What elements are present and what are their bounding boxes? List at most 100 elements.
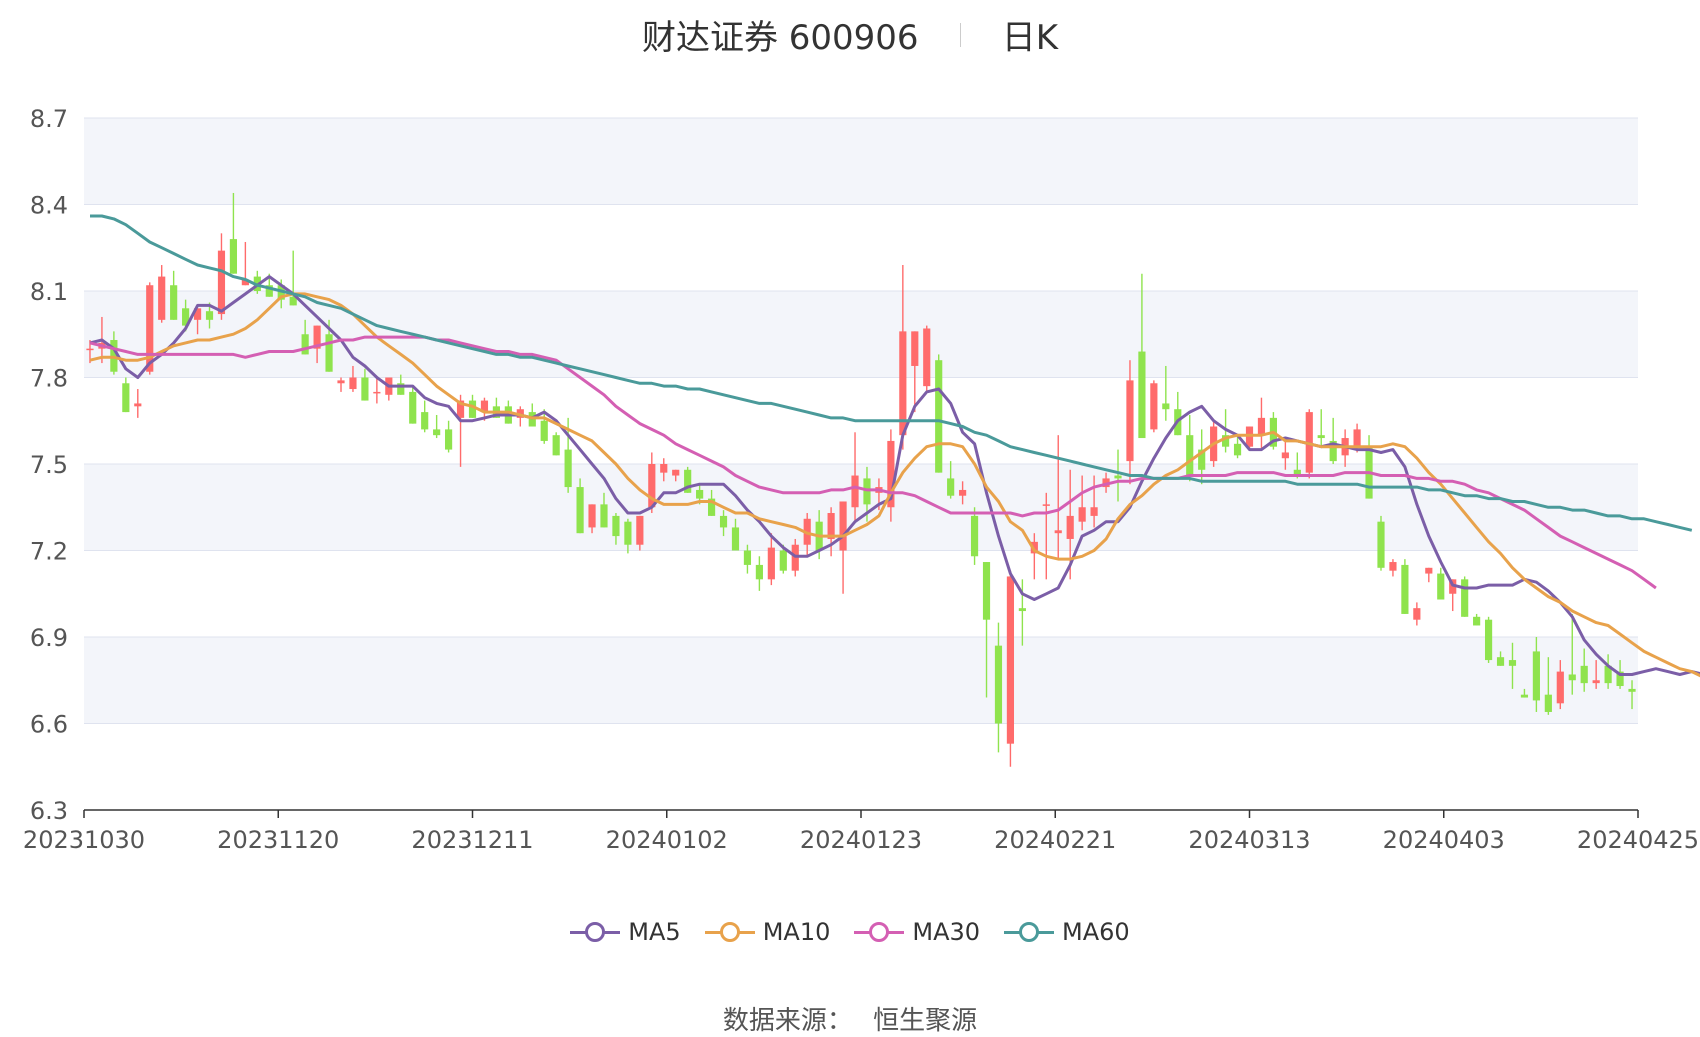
candle-body	[1544, 694, 1552, 712]
candle-body	[122, 383, 130, 413]
legend-swatch	[854, 921, 905, 943]
candle-body	[445, 429, 453, 450]
candle	[576, 478, 584, 534]
x-tick-label: 20231120	[217, 826, 339, 854]
candle	[158, 265, 166, 323]
chart-header: 财达证券 600906 日K	[0, 10, 1700, 60]
candle-body	[1508, 660, 1517, 666]
candle-body	[1042, 504, 1050, 506]
candle-body	[205, 311, 214, 320]
candle-body	[409, 391, 417, 424]
legend-label: MA5	[628, 918, 681, 946]
candle	[1520, 688, 1529, 698]
candle-body	[1090, 507, 1098, 516]
candle	[1568, 613, 1576, 695]
x-axis: 20231030 20231120 20231211 20240102 20240123…	[23, 809, 1699, 854]
candle-body	[1532, 651, 1540, 701]
legend-item-ma30[interactable]: MA30	[854, 918, 980, 946]
candle	[1389, 559, 1397, 577]
candle-body	[86, 348, 94, 351]
candle	[743, 544, 752, 574]
candle-body	[456, 400, 465, 418]
candle	[839, 501, 847, 594]
chart-period: 日K	[1001, 18, 1059, 58]
candle-body	[1568, 674, 1576, 681]
candle	[1138, 273, 1146, 439]
x-tick-label: 20240425	[1577, 826, 1699, 854]
legend-label: MA10	[762, 918, 831, 946]
candle-body	[648, 464, 656, 508]
candle-body	[1006, 576, 1015, 744]
legend-circle-icon	[585, 922, 606, 942]
y-axis: 6.3 6.6 6.9 7.2 7.5 7.8 8.1 8.4 8.7	[30, 105, 68, 825]
candle-body	[779, 550, 787, 571]
candle-body	[636, 515, 644, 545]
candle	[719, 510, 728, 537]
candle-body	[911, 331, 919, 366]
grid-lines	[84, 117, 1638, 811]
candle	[1090, 475, 1098, 528]
candle-body	[1604, 665, 1612, 684]
legend-label: MA60	[1062, 918, 1130, 946]
candle-body	[899, 331, 907, 436]
candle-body	[1018, 608, 1026, 612]
y-tick-label: 7.2	[30, 538, 68, 566]
candle-body	[1054, 530, 1062, 534]
candle-body	[731, 527, 740, 551]
candle	[779, 544, 787, 574]
candle-body	[325, 334, 333, 372]
candle-body	[1484, 619, 1493, 661]
series-line-ma60	[90, 214, 1693, 532]
candle	[433, 414, 441, 439]
candle-body	[1401, 564, 1409, 614]
candle-body	[1066, 515, 1074, 539]
candle-body	[289, 296, 297, 306]
candle-body	[1461, 579, 1469, 617]
grid-band	[84, 637, 1638, 724]
candle	[1078, 475, 1086, 531]
candle	[1484, 616, 1493, 663]
candle	[1281, 440, 1289, 470]
x-tick-label: 20240221	[994, 826, 1116, 854]
candle-body	[1556, 671, 1564, 704]
candle-body	[1353, 429, 1361, 447]
candle-body	[851, 475, 859, 508]
candle-body	[1377, 521, 1385, 568]
candle-body	[660, 464, 668, 473]
candle	[1233, 435, 1242, 459]
candle-body	[1473, 616, 1481, 626]
candle-body	[552, 435, 560, 456]
y-tick-label: 7.8	[30, 365, 68, 393]
legend-item-ma5[interactable]: MA5	[570, 918, 681, 946]
candle-body	[923, 328, 931, 387]
candle	[994, 622, 1003, 753]
chart-title: 财达证券 600906	[641, 18, 919, 58]
candle	[1329, 417, 1337, 464]
candle	[923, 325, 931, 392]
candle	[170, 270, 178, 320]
candle-body	[1150, 383, 1158, 430]
moving-average-lines	[89, 214, 1700, 678]
legend-item-ma10[interactable]: MA10	[704, 918, 831, 946]
candle	[1257, 397, 1266, 450]
candle-body	[397, 383, 405, 395]
candle-body	[1078, 507, 1086, 522]
candle	[1317, 409, 1325, 447]
candle	[982, 562, 991, 698]
candle	[1628, 680, 1636, 710]
candle	[935, 354, 943, 473]
candle-body	[1281, 452, 1289, 459]
candle-body	[1329, 440, 1337, 462]
candle-body	[1257, 417, 1266, 436]
candle-body	[982, 562, 991, 620]
candle	[217, 233, 226, 320]
candle	[1496, 651, 1505, 666]
candle	[827, 507, 835, 557]
candle	[648, 452, 656, 514]
candle-body	[421, 412, 429, 430]
legend-item-ma60[interactable]: MA60	[1004, 918, 1130, 946]
title-divider	[959, 22, 961, 47]
candle	[373, 377, 381, 404]
candle	[1437, 567, 1445, 600]
candle	[600, 492, 608, 528]
